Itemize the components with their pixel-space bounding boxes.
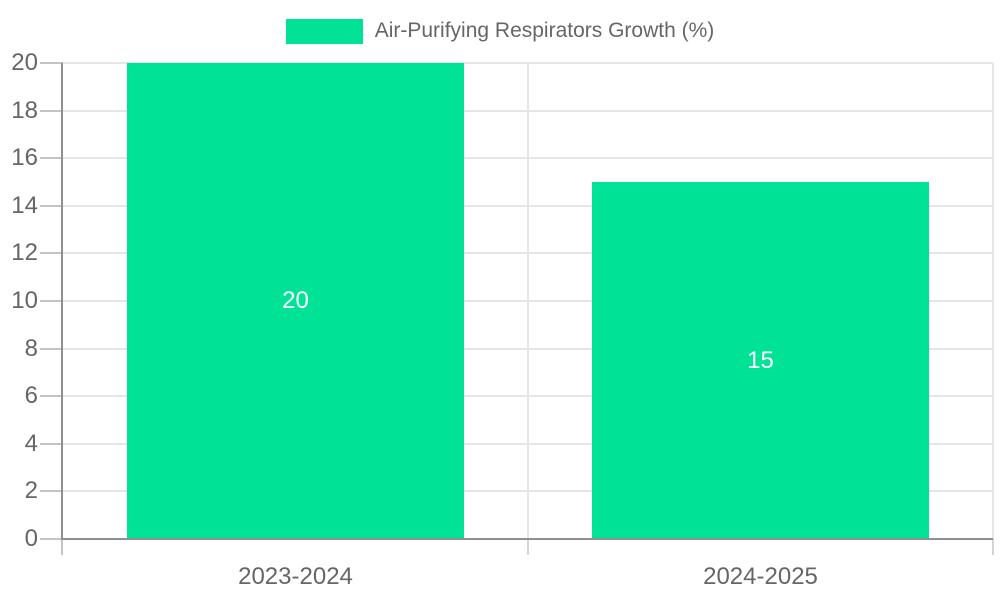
x-tick-mark bbox=[992, 539, 994, 555]
y-tick-label: 14 bbox=[11, 191, 38, 219]
x-axis-line bbox=[61, 538, 993, 540]
bar-value-label: 20 bbox=[282, 287, 309, 314]
y-axis-bottom-tick bbox=[61, 539, 63, 555]
y-tick-label: 10 bbox=[11, 287, 38, 314]
y-tick-label: 0 bbox=[24, 525, 38, 552]
bar: 15 bbox=[592, 182, 929, 539]
y-tick-mark bbox=[40, 204, 63, 207]
y-axis-line bbox=[61, 63, 63, 539]
y-tick-mark bbox=[40, 347, 63, 350]
x-tick-label: 2024-2025 bbox=[703, 563, 818, 590]
y-tick-mark bbox=[40, 157, 63, 160]
bar: 20 bbox=[127, 63, 464, 539]
y-tick-mark bbox=[40, 442, 63, 445]
x-tick-mark bbox=[527, 539, 529, 555]
category-separator bbox=[527, 63, 529, 539]
y-tick-label: 12 bbox=[11, 239, 38, 267]
category-separator bbox=[992, 63, 994, 539]
bar-value-label: 15 bbox=[747, 346, 774, 374]
y-tick-label: 20 bbox=[11, 49, 38, 76]
y-tick-mark bbox=[40, 62, 63, 64]
legend-label: Air-Purifying Respirators Growth (%) bbox=[374, 19, 715, 42]
y-tick-label: 2 bbox=[24, 477, 38, 505]
y-tick-label: 18 bbox=[11, 96, 38, 124]
y-tick-mark bbox=[40, 538, 63, 540]
y-tick-label: 6 bbox=[24, 382, 38, 410]
y-tick-mark bbox=[40, 490, 63, 493]
y-tick-mark bbox=[40, 252, 63, 255]
x-tick-label: 2023-2024 bbox=[238, 563, 353, 590]
y-tick-mark bbox=[40, 395, 63, 398]
y-tick-mark bbox=[40, 300, 63, 302]
y-tick-label: 8 bbox=[24, 334, 38, 362]
y-tick-label: 16 bbox=[11, 144, 38, 172]
y-tick-label: 4 bbox=[24, 429, 38, 457]
y-tick-mark bbox=[40, 109, 63, 112]
legend-swatch bbox=[285, 18, 363, 44]
legend[interactable]: Air-Purifying Respirators Growth (%) bbox=[0, 16, 1000, 46]
